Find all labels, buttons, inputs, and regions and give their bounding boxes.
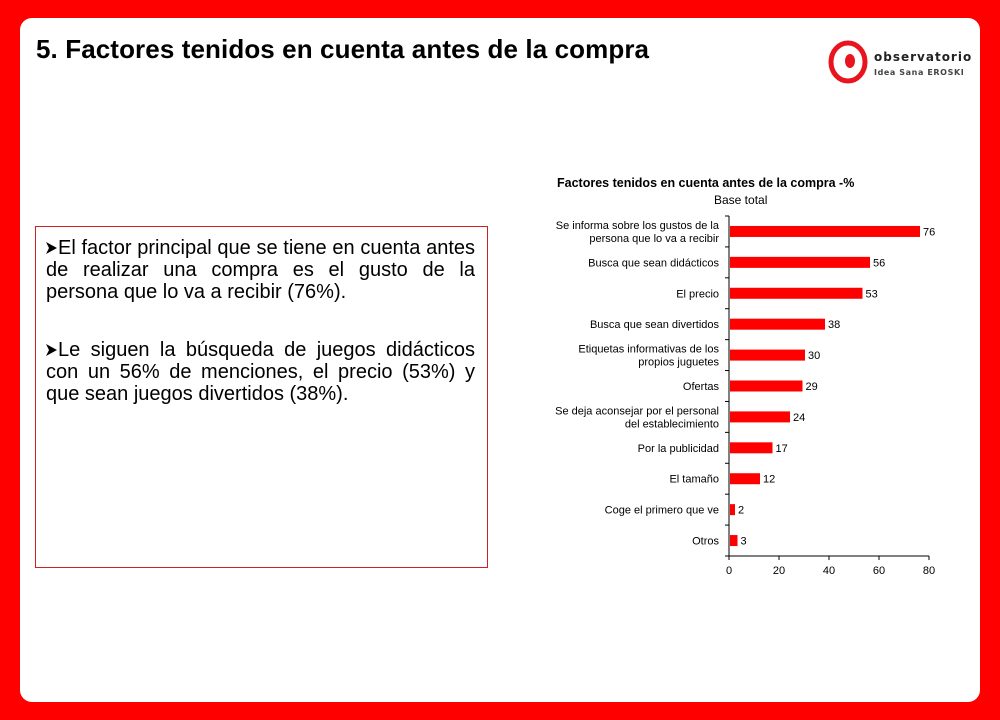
category-label: Busca que sean divertidos	[590, 319, 720, 331]
chart-subtitle: Base total	[714, 193, 767, 207]
category-label-line: Etiquetas informativas de los	[578, 344, 719, 356]
logo-mark-icon	[828, 40, 868, 84]
bar-value-label: 38	[828, 319, 840, 331]
category-label: Ofertas	[683, 381, 720, 393]
category-label-line: Coge el primero que ve	[605, 505, 719, 517]
category-label-line: Busca que sean divertidos	[590, 319, 720, 331]
category-label-line: Ofertas	[683, 381, 720, 393]
category-label-line: propios juguetes	[638, 357, 719, 369]
bar	[730, 256, 870, 268]
bar-value-label: 24	[793, 412, 805, 424]
slide: 5. Factores tenidos en cuenta antes de l…	[20, 18, 980, 702]
factors-bar-chart: Factores tenidos en cuenta antes de la c…	[555, 176, 935, 577]
x-tick-label: 60	[873, 565, 885, 577]
category-label: Etiquetas informativas de los propios jug…	[578, 344, 719, 369]
logo-name: observatorio	[874, 50, 973, 64]
summary-bullet-2: Le siguen la búsqueda de juegos didáctic…	[46, 339, 475, 405]
x-tick-label: 0	[726, 565, 732, 577]
category-label-line: Se deja aconsejar por el personal	[555, 405, 719, 417]
bar-value-label: 2	[738, 505, 744, 517]
category-label-line: El precio	[676, 288, 719, 300]
x-tick-label: 40	[823, 565, 835, 577]
category-label-line: El tamaño	[669, 474, 719, 486]
category-label-line: Otros	[692, 536, 719, 548]
bar	[730, 473, 760, 485]
bar	[730, 504, 735, 516]
arrow-bullet-icon	[46, 242, 57, 254]
arrow-bullet-icon	[46, 344, 57, 356]
category-label: El precio	[676, 288, 719, 300]
bar	[730, 380, 803, 392]
bar-value-label: 3	[741, 536, 747, 548]
bar-value-label: 56	[873, 257, 885, 269]
category-label-line: Por la publicidad	[638, 443, 719, 455]
category-label: Otros	[692, 536, 719, 548]
category-label: El tamaño	[669, 474, 719, 486]
category-label-line: Se informa sobre los gustos de la	[556, 220, 720, 232]
bar	[730, 349, 805, 361]
bar-value-label: 29	[806, 381, 818, 393]
summary-textbox: El factor principal que se tiene en cuen…	[35, 226, 488, 568]
bar-value-label: 12	[763, 474, 775, 486]
bar	[730, 287, 863, 299]
x-tick-label: 20	[773, 565, 785, 577]
summary-bullet-1: El factor principal que se tiene en cuen…	[46, 237, 475, 303]
observatorio-logo: observatorio Idea Sana EROSKI	[828, 40, 971, 84]
category-label: Coge el primero que ve	[605, 505, 719, 517]
bar-value-label: 53	[866, 288, 878, 300]
bar-value-label: 76	[923, 226, 935, 238]
summary-bullet-text: El factor principal que se tiene en cuen…	[46, 237, 475, 303]
logo-subtitle: Idea Sana EROSKI	[874, 68, 965, 77]
bar	[730, 411, 790, 423]
category-label: Se informa sobre los gustos de la persona…	[556, 220, 720, 245]
category-label-line: del establecimiento	[625, 418, 719, 430]
chart-title: Factores tenidos en cuenta antes de la c…	[557, 176, 854, 190]
category-label-line: persona que lo va a recibir	[589, 233, 719, 245]
summary-bullet-text: Le siguen la búsqueda de juegos didáctic…	[46, 339, 475, 405]
bar	[730, 318, 825, 330]
slide-title: 5. Factores tenidos en cuenta antes de l…	[36, 34, 650, 64]
category-label: Se deja aconsejar por el personal del est…	[555, 405, 719, 430]
bar-value-label: 17	[776, 443, 788, 455]
x-tick-label: 80	[923, 565, 935, 577]
bar-value-label: 30	[808, 350, 820, 362]
category-label-line: Busca que sean didácticos	[588, 257, 719, 269]
bar	[730, 225, 920, 237]
bar	[730, 442, 773, 454]
category-label: Por la publicidad	[638, 443, 719, 455]
bar	[730, 535, 738, 547]
category-label: Busca que sean didácticos	[588, 257, 719, 269]
